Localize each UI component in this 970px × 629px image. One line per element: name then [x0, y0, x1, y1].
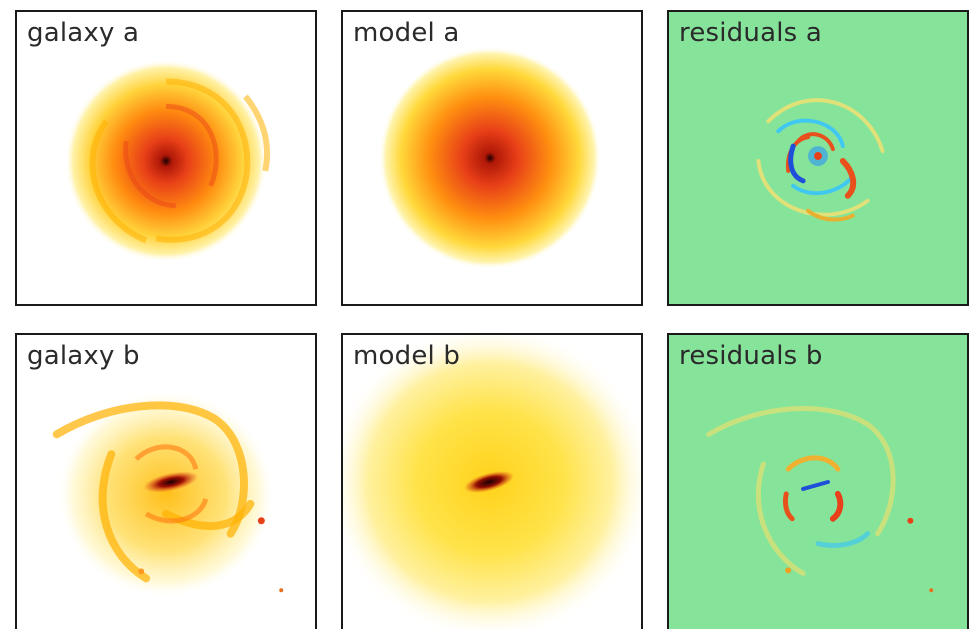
- panel-label: residuals b: [679, 341, 823, 371]
- panel-label: galaxy b: [27, 341, 140, 371]
- panel-label: model b: [353, 341, 460, 371]
- galaxy-a-panel: galaxy a: [15, 10, 317, 306]
- residuals-b-image: [669, 335, 967, 629]
- model-b-panel: model b: [341, 333, 643, 629]
- model-a-panel: model a: [341, 10, 643, 306]
- galaxy-a-image: [17, 12, 315, 304]
- galaxy-b-image: [17, 335, 315, 629]
- residuals-a-image: [669, 12, 967, 304]
- galaxy-b-panel: galaxy b: [15, 333, 317, 629]
- panel-label: galaxy a: [27, 18, 139, 48]
- residuals-a-panel: residuals a: [667, 10, 969, 306]
- panel-label: residuals a: [679, 18, 822, 48]
- model-b-image: [343, 335, 641, 629]
- residuals-b-panel: residuals b: [667, 333, 969, 629]
- panel-label: model a: [353, 18, 460, 48]
- model-a-image: [343, 12, 641, 304]
